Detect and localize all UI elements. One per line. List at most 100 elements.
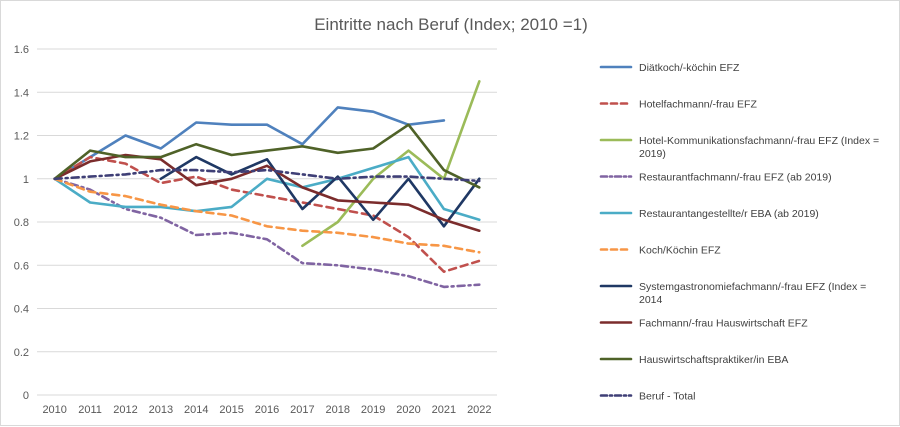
- series-10-point: [124, 173, 126, 175]
- series-1-line: [53, 106, 446, 181]
- series-7-point: [266, 158, 268, 160]
- x-tick-label: 2012: [113, 404, 137, 416]
- series-9-point: [124, 156, 126, 158]
- series-3-point: [337, 221, 339, 223]
- series-6-point: [195, 210, 197, 212]
- series-4-point: [195, 234, 197, 236]
- series-6-point: [301, 229, 303, 231]
- series-10-point: [478, 180, 480, 182]
- series-8-point: [160, 158, 162, 160]
- series-2-point: [372, 214, 374, 216]
- x-tick-label: 2021: [432, 404, 456, 416]
- legend-label: Restaurantangestellte/r EBA (ab 2019): [639, 208, 819, 220]
- series-8-point: [337, 199, 339, 201]
- series-6-point: [160, 204, 162, 206]
- series-9-point: [266, 149, 268, 151]
- series-3-point: [407, 149, 409, 151]
- series-8-point: [301, 186, 303, 188]
- series-9-point: [478, 186, 480, 188]
- series-9-point: [337, 152, 339, 154]
- series-7-point: [407, 178, 409, 180]
- y-tick-label: 1.4: [14, 87, 29, 99]
- series-10-point: [372, 175, 374, 177]
- legend-label: Beruf - Total: [639, 391, 695, 403]
- axes: 0 0.2 0.4 0.6 0.8 1 1.2 1.4 1.6 2010 2011 2012 2013 2…: [14, 44, 492, 416]
- series-9-point: [407, 123, 409, 125]
- series-3-point: [478, 80, 480, 82]
- series-5-point: [372, 167, 374, 169]
- series-8-point: [195, 184, 197, 186]
- series-4-point: [407, 275, 409, 277]
- series-6-line: [53, 177, 481, 254]
- series-10-point: [266, 169, 268, 171]
- series-7-point: [443, 225, 445, 227]
- series-4-point: [443, 286, 445, 288]
- series-1-point: [443, 119, 445, 121]
- series-7-point: [230, 173, 232, 175]
- series-6-point: [478, 251, 480, 253]
- series-10-point: [160, 169, 162, 171]
- series-7-point: [372, 219, 374, 221]
- series-4-line: [53, 177, 481, 289]
- legend-label: Restaurantfachmann/-frau EFZ (ab 2019): [639, 172, 832, 184]
- series-4-point: [266, 238, 268, 240]
- series-8-point: [230, 178, 232, 180]
- series-10-point: [337, 178, 339, 180]
- legend-label: Fachmann/-frau Hauswirtschaft EFZ: [639, 318, 808, 330]
- series-2-point: [89, 156, 91, 158]
- y-tick-label: 0.6: [14, 260, 29, 272]
- x-tick-label: 2011: [78, 404, 102, 416]
- series-2-point: [230, 188, 232, 190]
- legend-label: Koch/Köchin EFZ: [639, 245, 721, 257]
- x-tick-label: 2010: [42, 404, 66, 416]
- series-2-point: [337, 208, 339, 210]
- x-tick-label: 2013: [149, 404, 173, 416]
- legend-label: Systemgastronomiefachmann/-frau EFZ (Ind…: [639, 281, 866, 293]
- series-5-point: [407, 156, 409, 158]
- series-1-point: [372, 111, 374, 113]
- series-5-point: [266, 178, 268, 180]
- series-7-point: [160, 178, 162, 180]
- series-8-line: [53, 153, 481, 232]
- series-5-line: [53, 155, 481, 222]
- series-4-point: [337, 264, 339, 266]
- x-tick-label: 2014: [184, 404, 208, 416]
- series-6-point: [89, 191, 91, 193]
- series-8-point: [443, 219, 445, 221]
- series-6-point: [266, 225, 268, 227]
- series-2-point: [407, 236, 409, 238]
- x-tick-label: 2018: [326, 404, 350, 416]
- legend-label: Hotelfachmann/-frau EFZ: [639, 99, 757, 111]
- series-10-line: [53, 168, 481, 183]
- series-4-point: [372, 268, 374, 270]
- series-2-point: [124, 162, 126, 164]
- series-10-point: [443, 178, 445, 180]
- series-6-point: [124, 195, 126, 197]
- series-1-point: [301, 143, 303, 145]
- series-9-point: [230, 154, 232, 156]
- series-2-point: [160, 182, 162, 184]
- series-10-point: [89, 175, 91, 177]
- series-6-point: [372, 236, 374, 238]
- series-10-point: [301, 173, 303, 175]
- y-tick-label: 1.6: [14, 44, 29, 56]
- y-tick-label: 0.4: [14, 304, 29, 316]
- legend-label: 2014: [639, 294, 663, 306]
- series-2-point: [195, 175, 197, 177]
- series-5-point: [478, 219, 480, 221]
- series-6-point: [407, 242, 409, 244]
- series-4-point: [230, 232, 232, 234]
- x-tick-label: 2020: [396, 404, 420, 416]
- series-8-point: [89, 160, 91, 162]
- series-5-point: [89, 201, 91, 203]
- series-2-point: [266, 195, 268, 197]
- series-4-point: [160, 216, 162, 218]
- legend-label: Hotel-Kommunikationsfachmann/-frau EFZ (…: [639, 135, 879, 147]
- series-1-point: [230, 123, 232, 125]
- series-6-point: [230, 214, 232, 216]
- series-1-point: [195, 121, 197, 123]
- series-10-point: [230, 171, 232, 173]
- y-tick-label: 1.2: [14, 131, 29, 143]
